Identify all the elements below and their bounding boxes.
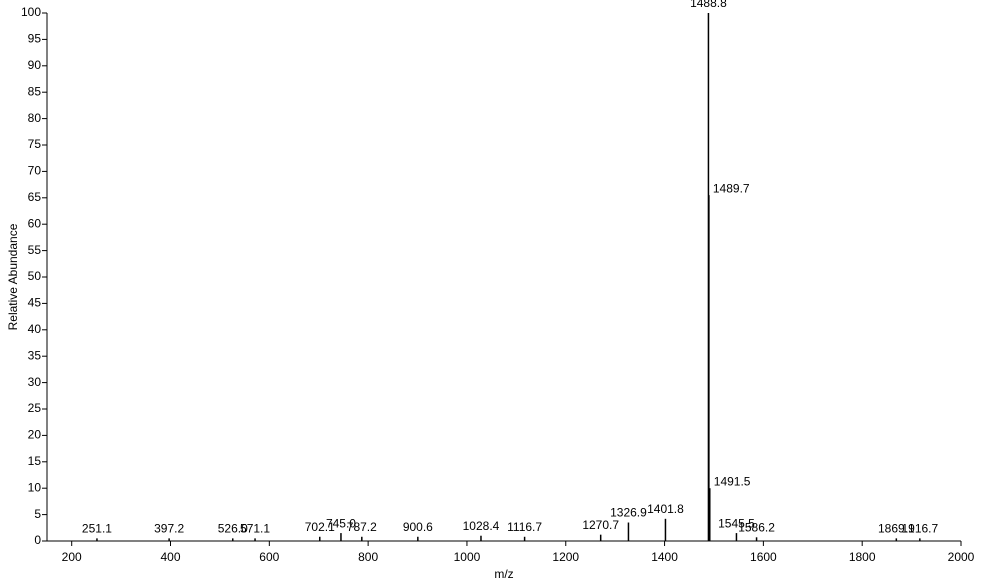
x-tick-label: 1800 [849,550,876,564]
peak-label: 745.0 [326,516,356,530]
x-axis-label: m/z [494,567,513,581]
y-tick-label: 10 [28,480,42,494]
y-tick-label: 25 [28,401,42,415]
y-tick-label: 75 [28,137,42,151]
y-tick-label: 70 [28,164,42,178]
peak-label: 1916.7 [901,522,938,536]
y-tick-label: 65 [28,190,42,204]
y-tick-label: 100 [21,5,41,19]
y-tick-label: 20 [28,428,42,442]
y-tick-label: 35 [28,348,42,362]
peak-label: 1489.7 [713,181,750,195]
y-tick-label: 50 [28,269,42,283]
peak-label: 900.6 [403,520,433,534]
y-axis-label: Relative Abundance [6,223,20,330]
x-tick-label: 1400 [651,550,678,564]
peak-label: 1488.8 [690,0,727,10]
peak-label: 251.1 [82,522,112,536]
y-tick-label: 55 [28,243,42,257]
y-tick-label: 80 [28,111,42,125]
peak-label: 1116.7 [507,520,542,534]
y-tick-label: 95 [28,32,42,46]
y-tick-label: 45 [28,296,42,310]
peak-label: 397.2 [154,522,184,536]
peak-label: 1869.1 [878,522,915,536]
x-tick-label: 2000 [948,550,975,564]
x-tick-label: 400 [160,550,180,564]
peak-label: 787.2 [347,520,377,534]
x-tick-label: 200 [62,550,82,564]
x-tick-label: 1000 [454,550,481,564]
peak-label: 571.1 [240,522,270,536]
peak-label: 702.1 [305,520,335,534]
y-tick-label: 40 [28,322,42,336]
y-tick-label: 0 [34,533,41,547]
x-tick-label: 1200 [552,550,579,564]
y-tick-label: 15 [28,454,42,468]
peak-label: 1545.5 [718,516,755,530]
peak-label: 1270.7 [582,518,619,532]
peak-label: 526.0 [218,522,248,536]
peak-label: 1028.4 [463,519,500,533]
x-tick-label: 800 [358,550,378,564]
y-tick-label: 60 [28,216,42,230]
peak-label: 1401.8 [647,502,684,516]
peak-label: 1326.9 [610,506,647,520]
peak-label: 1491.5 [714,474,751,488]
x-tick-label: 1600 [750,550,777,564]
x-tick-label: 600 [259,550,279,564]
peak-label: 1586.2 [738,520,775,534]
y-tick-label: 30 [28,375,42,389]
y-tick-label: 85 [28,84,42,98]
y-tick-label: 5 [34,507,41,521]
y-tick-label: 90 [28,58,42,72]
